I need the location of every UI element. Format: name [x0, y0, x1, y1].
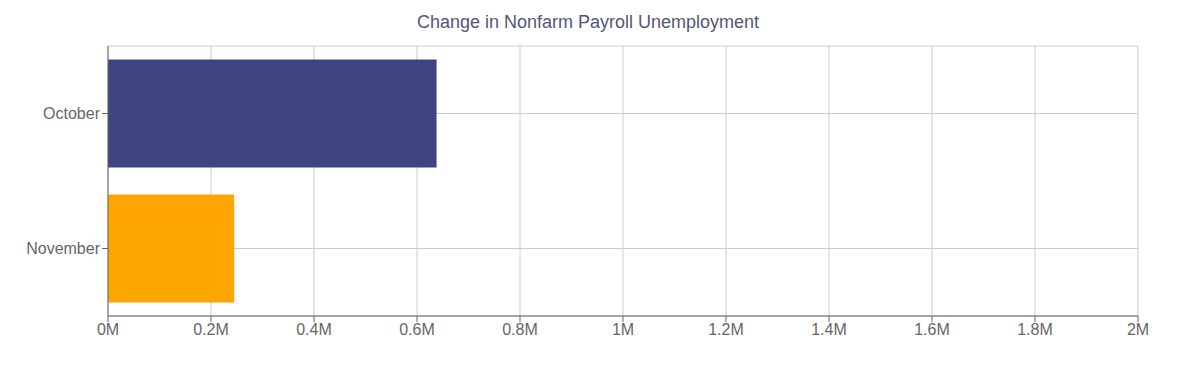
svg-text:1.4M: 1.4M — [811, 321, 847, 338]
svg-text:0.4M: 0.4M — [296, 321, 332, 338]
svg-text:1.2M: 1.2M — [708, 321, 744, 338]
html-text:Change in Nonfarm Payroll Unem: Change in Nonfarm Payroll Unemployment — [416, 12, 760, 32]
svg-text:0M: 0M — [97, 321, 119, 338]
svg-text:1.6M: 1.6M — [914, 321, 950, 338]
svg-text:1.8M: 1.8M — [1017, 321, 1053, 338]
svg-text:1M: 1M — [612, 321, 634, 338]
svg-text:October: October — [43, 105, 101, 122]
svg-text:2M: 2M — [1127, 321, 1149, 338]
svg-text:0.6M: 0.6M — [399, 321, 435, 338]
svg-text:0.2M: 0.2M — [193, 321, 229, 338]
svg-text:November: November — [26, 240, 100, 257]
svg-text:0.8M: 0.8M — [502, 321, 538, 338]
